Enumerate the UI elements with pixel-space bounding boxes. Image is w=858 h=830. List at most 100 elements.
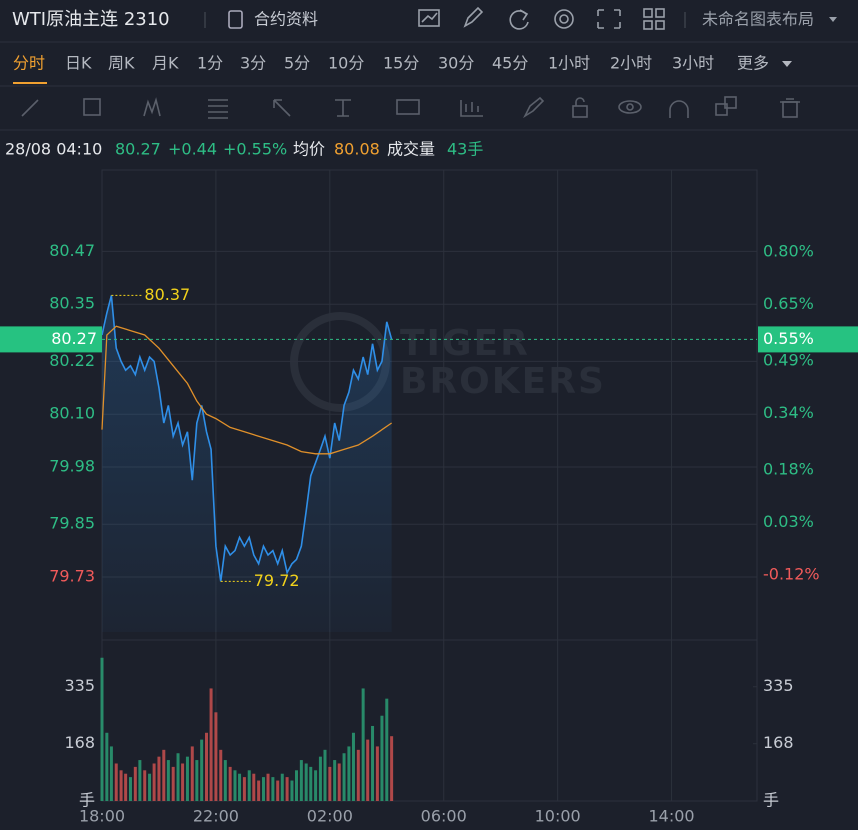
volume-bar bbox=[228, 766, 232, 801]
volume-bar bbox=[214, 712, 218, 801]
volume-bar bbox=[285, 777, 289, 801]
y-tick-label: 80.35 bbox=[49, 294, 95, 313]
header-icons[interactable] bbox=[418, 6, 665, 30]
volume-bar bbox=[342, 753, 346, 801]
volume-bar bbox=[380, 715, 384, 801]
volume-bar bbox=[109, 746, 113, 801]
current-price-box bbox=[0, 326, 102, 353]
volume-bar bbox=[295, 770, 299, 801]
y-tick-label: 79.85 bbox=[49, 514, 95, 533]
timeframe-tab[interactable]: 3分 bbox=[240, 54, 266, 73]
current-pct-label: 0.55% bbox=[763, 329, 814, 348]
info-text: 80.27 bbox=[115, 140, 161, 159]
x-tick-label: 18:00 bbox=[79, 807, 125, 826]
volume-bar bbox=[252, 773, 256, 801]
volume-bar bbox=[181, 763, 185, 801]
info-text: +0.44 bbox=[168, 140, 217, 159]
timeframe-tab[interactable]: 1小时 bbox=[548, 54, 590, 73]
volume-bar bbox=[356, 749, 360, 801]
x-tick-label: 06:00 bbox=[421, 807, 467, 826]
volume-tick-label-right: 335 bbox=[763, 676, 794, 695]
y-tick-label: 79.98 bbox=[49, 457, 95, 476]
volume-bar bbox=[247, 770, 251, 801]
timeframe-tab[interactable]: 更多 bbox=[737, 54, 769, 73]
timeframe-tab[interactable]: 10分 bbox=[328, 54, 364, 73]
y-tick-label: 80.22 bbox=[49, 351, 95, 370]
info-text: 均价 bbox=[293, 140, 325, 159]
volume-bar bbox=[309, 766, 313, 801]
volume-bar bbox=[323, 749, 327, 801]
timeframe-tab[interactable]: 3小时 bbox=[672, 54, 714, 73]
volume-bar bbox=[337, 763, 341, 801]
y2-tick-label: 0.03% bbox=[763, 512, 814, 531]
volume-bar bbox=[366, 739, 370, 801]
volume-bar bbox=[200, 739, 204, 801]
timeframe-tab[interactable]: 月K bbox=[152, 54, 179, 73]
info-text: 43手 bbox=[447, 140, 483, 159]
volume-bar bbox=[371, 725, 375, 801]
timeframe-tab[interactable]: 45分 bbox=[492, 54, 528, 73]
timeframe-tab[interactable]: 日K bbox=[65, 54, 92, 73]
doc-icon bbox=[228, 10, 243, 29]
timeframe-tab[interactable]: 2小时 bbox=[610, 54, 652, 73]
volume-bar bbox=[185, 756, 189, 801]
annotation-label: 80.37 bbox=[144, 285, 190, 304]
volume-tick-label-right: 手 bbox=[763, 791, 779, 810]
volume-tick-label: 335 bbox=[64, 676, 95, 695]
volume-bar bbox=[128, 777, 132, 801]
info-text: +0.55% bbox=[223, 140, 287, 159]
info-text: 成交量 bbox=[387, 140, 435, 159]
volume-bar bbox=[318, 756, 322, 801]
x-tick-label: 10:00 bbox=[535, 807, 581, 826]
active-tab-underline bbox=[13, 82, 47, 84]
volume-bar bbox=[280, 773, 284, 801]
volume-bar bbox=[276, 780, 280, 801]
drawing-tools[interactable] bbox=[21, 96, 800, 119]
timeframe-tab[interactable]: 30分 bbox=[438, 54, 474, 73]
symbol[interactable]: WTI原油主连 2310 bbox=[12, 9, 170, 30]
dropdown-arrow bbox=[782, 61, 792, 67]
y2-tick-label: 0.18% bbox=[763, 459, 814, 478]
volume-bar bbox=[233, 770, 237, 801]
volume-bar bbox=[390, 736, 394, 801]
volume-bar bbox=[333, 760, 337, 801]
volume-bar bbox=[195, 760, 199, 801]
volume-bar bbox=[190, 746, 194, 801]
volume-tick-label: 168 bbox=[64, 733, 95, 752]
layout-name[interactable]: 未命名图表布局 bbox=[702, 10, 814, 29]
volume-bar bbox=[157, 756, 161, 801]
volume-bar bbox=[166, 760, 170, 801]
volume-bar bbox=[266, 773, 270, 801]
volume-bar bbox=[114, 763, 118, 801]
volume-bar bbox=[223, 760, 227, 801]
current-price-label: 80.27 bbox=[51, 329, 97, 348]
annotation-label: 79.72 bbox=[254, 571, 300, 590]
info-text: 28/08 04:10 bbox=[5, 140, 102, 159]
y-tick-label: 80.47 bbox=[49, 241, 95, 260]
contract-info[interactable]: 合约资料 bbox=[254, 10, 318, 29]
volume-bar bbox=[304, 763, 308, 801]
x-tick-label: 02:00 bbox=[307, 807, 353, 826]
volume-bar bbox=[133, 766, 137, 801]
dropdown-arrow bbox=[829, 17, 837, 22]
volume-bar bbox=[209, 688, 213, 801]
timeframe-tab[interactable]: 5分 bbox=[284, 54, 310, 73]
timeframe-tab[interactable]: 1分 bbox=[197, 54, 223, 73]
timeframe-tab[interactable]: 分时 bbox=[13, 54, 45, 73]
volume-bar bbox=[119, 770, 123, 801]
y2-tick-label: -0.12% bbox=[763, 565, 820, 584]
volume-bar bbox=[219, 749, 223, 801]
volume-bar bbox=[143, 770, 147, 801]
y2-tick-label: 0.34% bbox=[763, 403, 814, 422]
volume-bar bbox=[205, 732, 209, 801]
x-tick-label: 14:00 bbox=[649, 807, 695, 826]
y2-tick-label: 0.49% bbox=[763, 350, 814, 369]
volume-bar bbox=[290, 780, 294, 801]
volume-bar bbox=[242, 777, 246, 801]
timeframe-tab[interactable]: 15分 bbox=[383, 54, 419, 73]
info-text: 80.08 bbox=[334, 140, 380, 159]
volume-bar bbox=[271, 777, 275, 801]
timeframe-tab[interactable]: 周K bbox=[108, 54, 135, 73]
volume-bar bbox=[171, 766, 175, 801]
